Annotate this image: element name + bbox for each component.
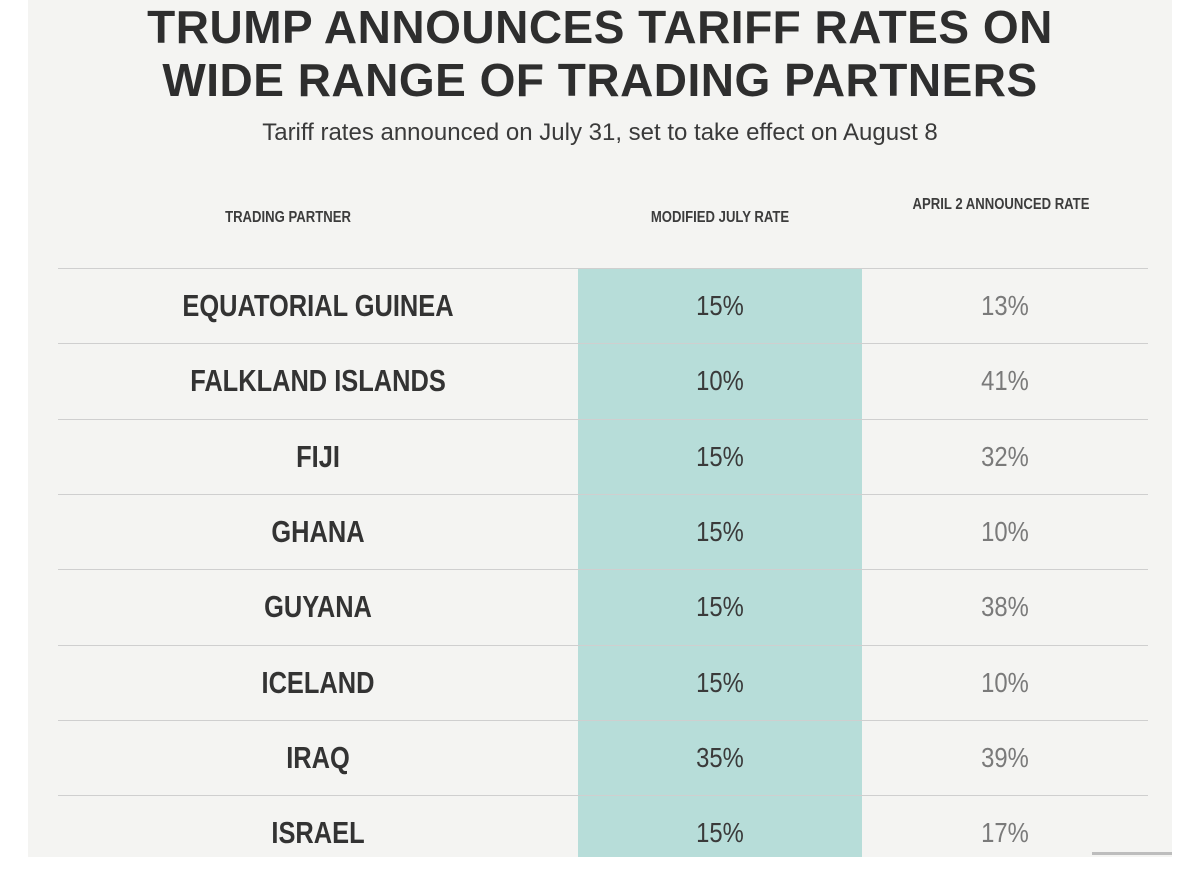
table-rule [58, 268, 1148, 269]
corner-mark [1092, 852, 1172, 855]
table-row: GHANA 15% 10% [58, 494, 1148, 569]
column-header-april-2-announced-rate: APRIL 2 ANNOUNCED RATE [912, 196, 1090, 213]
july-rate-cell: 15% [696, 516, 744, 547]
april-rate-cell: 13% [981, 290, 1029, 321]
partner-cell: EQUATORIAL GUINEA [182, 288, 454, 323]
july-rate-cell: 35% [696, 742, 744, 773]
july-rate-cell: 15% [696, 591, 744, 622]
chart-subtitle: Tariff rates announced on July 31, set t… [262, 119, 938, 146]
table-row: FALKLAND ISLANDS 10% 41% [58, 343, 1148, 418]
column-header-modified-july-rate: MODIFIED JULY RATE [650, 209, 790, 226]
table-row: ISRAEL 15% 17% [58, 795, 1148, 857]
table-rule [58, 720, 1148, 721]
partner-cell: ISRAEL [271, 815, 365, 850]
july-rate-cell: 10% [696, 365, 744, 396]
july-rate-cell: 15% [696, 667, 744, 698]
april-rate-cell: 39% [981, 742, 1029, 773]
chart-title-line-1: TRUMP ANNOUNCES TARIFF RATES ON [147, 1, 1053, 53]
july-rate-cell: 15% [696, 441, 744, 472]
april-rate-cell: 38% [981, 591, 1029, 622]
july-rate-column-highlight [578, 268, 862, 857]
july-rate-cell: 15% [696, 817, 744, 848]
table-row: IRAQ 35% 39% [58, 720, 1148, 795]
table-row: GUYANA 15% 38% [58, 569, 1148, 644]
april-rate-cell: 10% [981, 516, 1029, 547]
table-rule [58, 419, 1148, 420]
table-row: EQUATORIAL GUINEA 15% 13% [58, 268, 1148, 343]
table-rule [58, 645, 1148, 646]
table-rule [58, 494, 1148, 495]
july-rate-cell: 15% [696, 290, 744, 321]
table-rule [58, 343, 1148, 344]
partner-cell: IRAQ [286, 740, 350, 775]
infographic-panel: TRUMP ANNOUNCES TARIFF RATES ON WIDE RAN… [28, 0, 1172, 857]
partner-cell: GHANA [271, 514, 365, 549]
april-rate-cell: 10% [981, 667, 1029, 698]
chart-title-line-2: WIDE RANGE OF TRADING PARTNERS [162, 54, 1038, 106]
partner-cell: GUYANA [264, 589, 372, 624]
table-row: FIJI 15% 32% [58, 419, 1148, 494]
partner-cell: FALKLAND ISLANDS [190, 363, 446, 398]
april-rate-cell: 41% [981, 365, 1029, 396]
april-rate-cell: 17% [981, 817, 1029, 848]
table-rule [58, 795, 1148, 796]
partner-cell: FIJI [296, 439, 340, 474]
table-rule [58, 569, 1148, 570]
april-rate-cell: 32% [981, 441, 1029, 472]
table-row: ICELAND 15% 10% [58, 645, 1148, 720]
column-header-trading-partner: TRADING PARTNER [225, 209, 351, 226]
partner-cell: ICELAND [261, 665, 375, 700]
